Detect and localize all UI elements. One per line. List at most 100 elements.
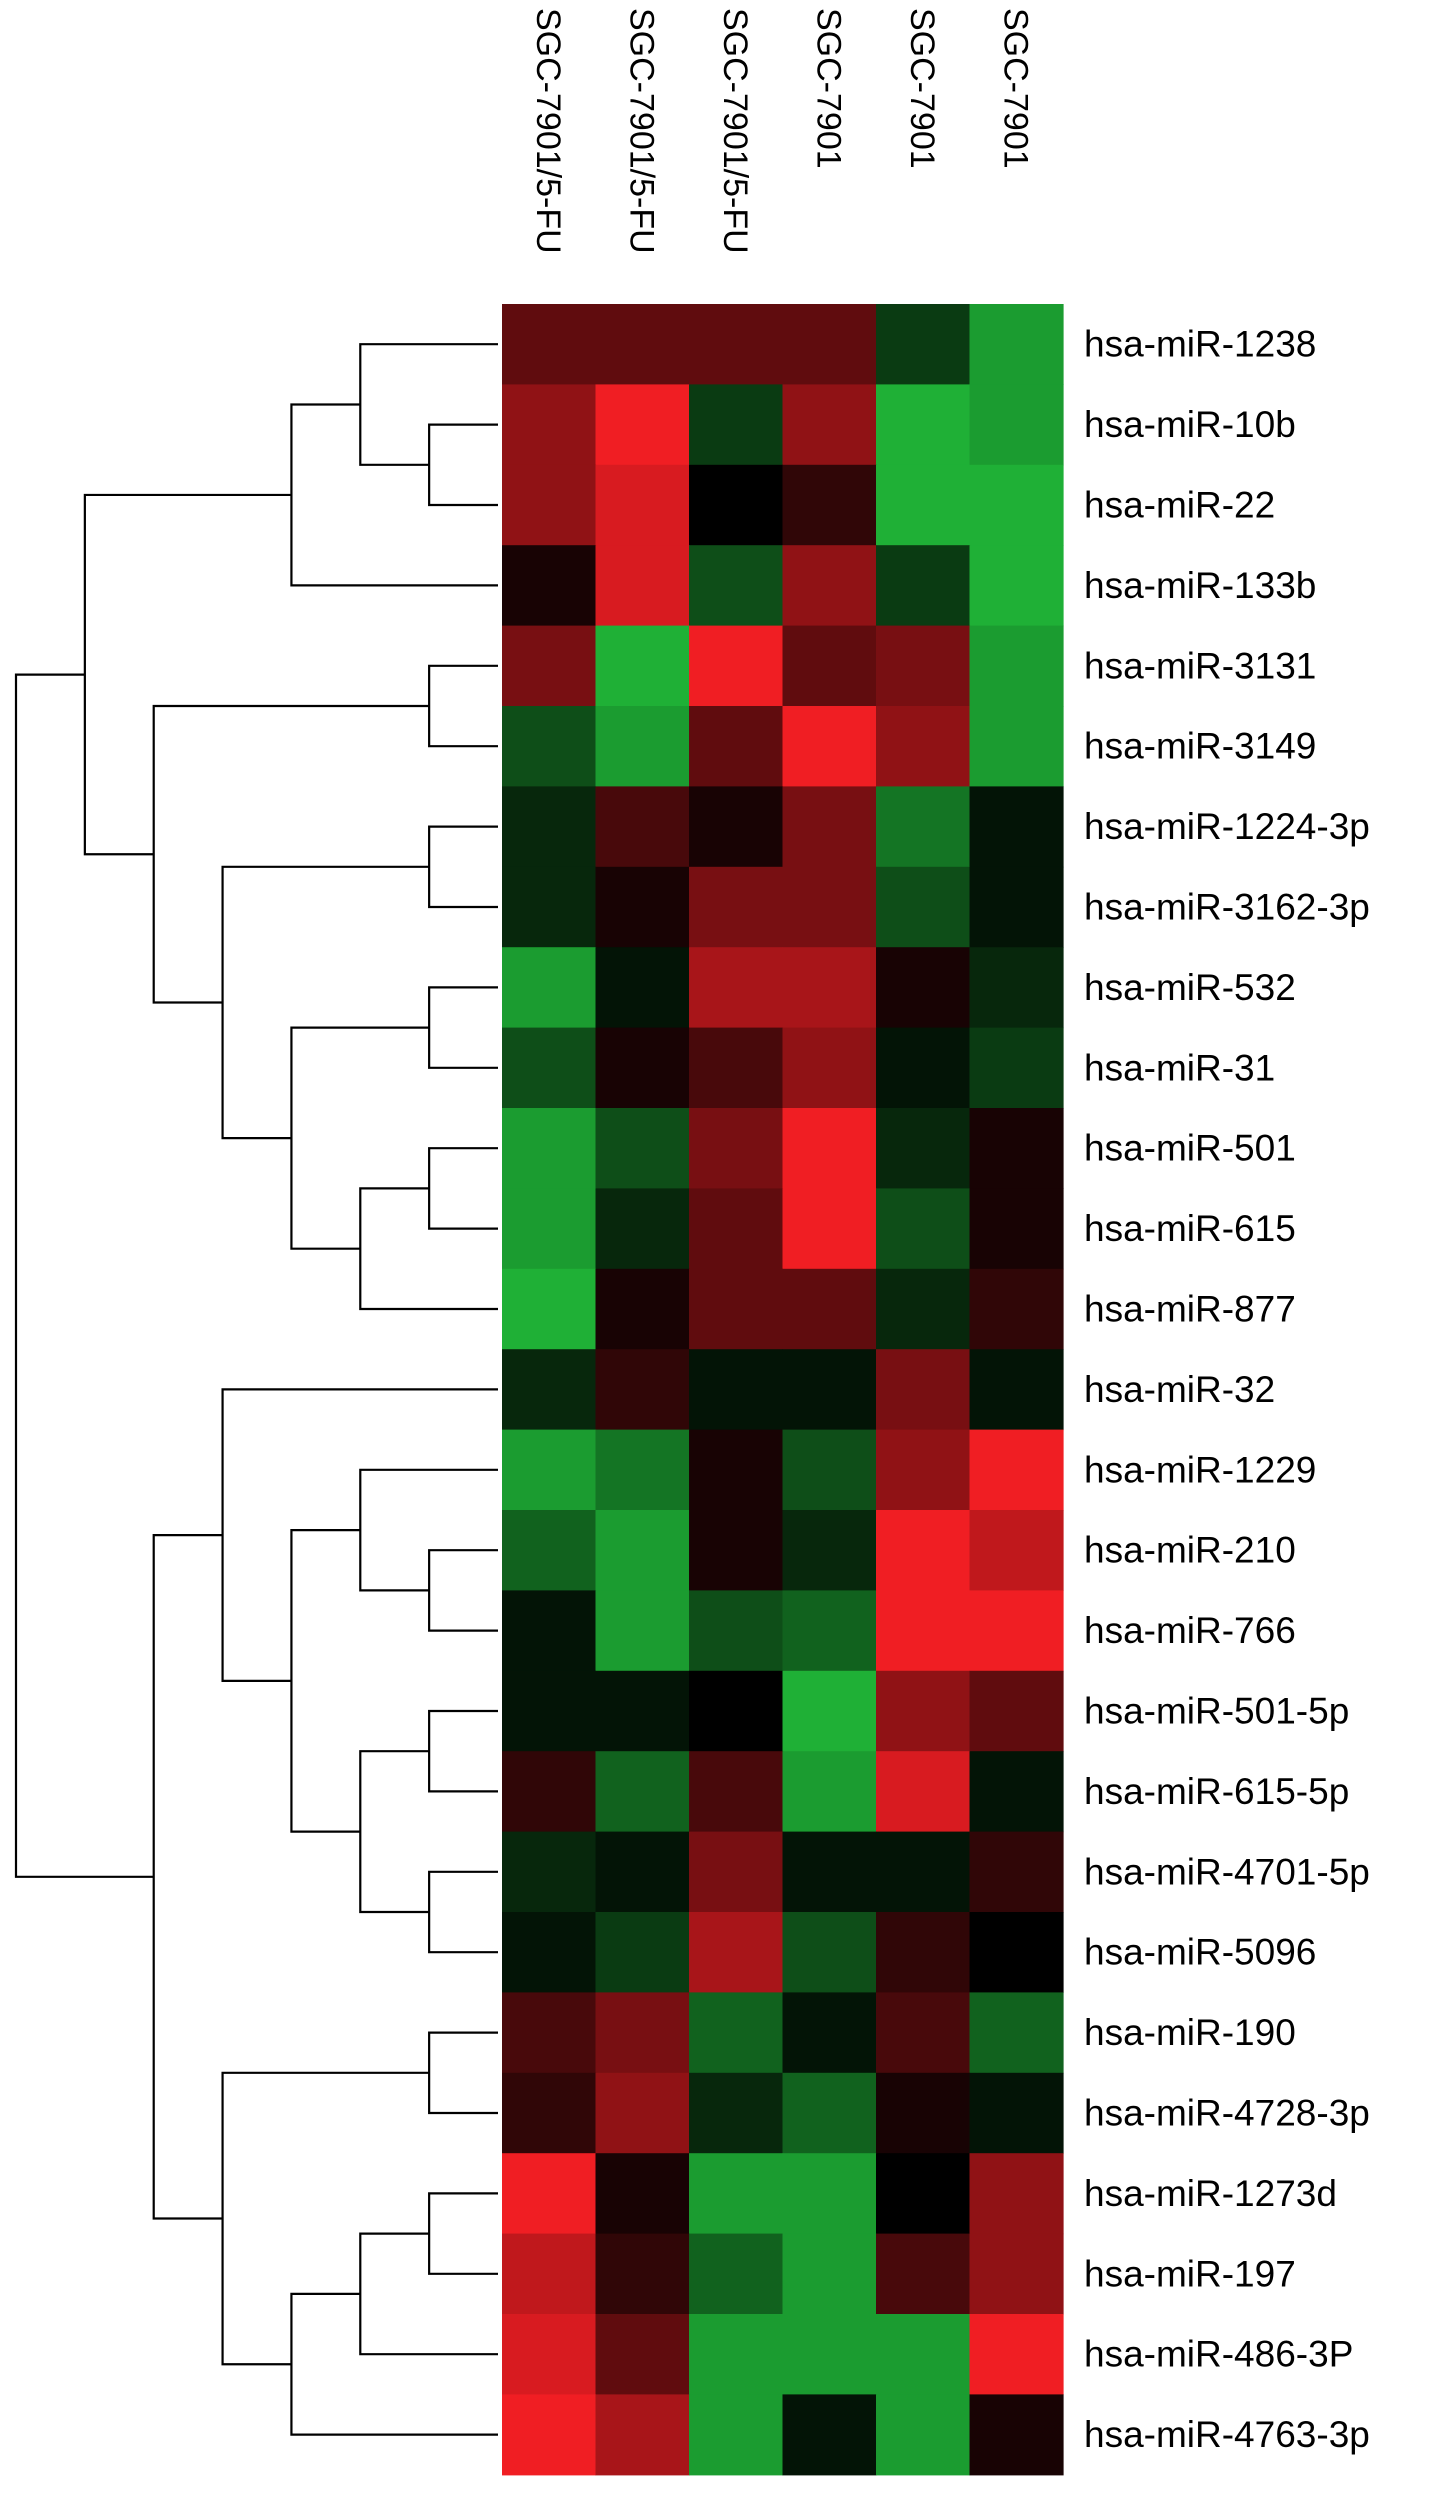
heatmap-cell	[782, 1510, 877, 1591]
column-label: SGC-7901	[903, 8, 941, 169]
heatmap-cell	[502, 545, 597, 627]
dendrogram-branch	[290, 2292, 498, 2436]
heatmap-cell	[595, 1027, 690, 1109]
row-label: hsa-miR-197	[1084, 2253, 1296, 2294]
column-label: SGC-7901/5-FU	[529, 8, 567, 254]
heatmap-cell	[782, 1027, 877, 1109]
heatmap-cell	[782, 1831, 877, 1913]
heatmap-cell	[689, 304, 784, 385]
heatmap-cell	[969, 1349, 1064, 1431]
heatmap-cell	[502, 304, 597, 385]
row-label: hsa-miR-10b	[1084, 404, 1296, 445]
heatmap-cell	[969, 1108, 1064, 1189]
heatmap-cell	[502, 1912, 597, 1993]
row-label: hsa-miR-133b	[1084, 565, 1316, 606]
heatmap-cell	[876, 1751, 971, 1833]
heatmap-cell	[595, 1429, 690, 1511]
dendrogram-branch	[221, 2071, 430, 2366]
heatmap-cell	[969, 1268, 1064, 1350]
heatmap-cell	[595, 1590, 690, 1672]
row-label: hsa-miR-32	[1084, 1369, 1275, 1410]
heatmap-cell	[595, 2153, 690, 2235]
row-label: hsa-miR-4763-3p	[1084, 2414, 1370, 2455]
heatmap-cell	[876, 1108, 971, 1189]
heatmap-cell	[689, 545, 784, 627]
heatmap-cell	[595, 2314, 690, 2395]
heatmap-cell	[595, 1670, 690, 1752]
heatmap-cell	[595, 1831, 690, 1913]
row-label: hsa-miR-31	[1084, 1047, 1275, 1088]
dendrogram-branch	[428, 1870, 498, 1954]
row-label: hsa-miR-501	[1084, 1128, 1296, 1169]
heatmap-cell	[969, 1027, 1064, 1109]
heatmap-cell	[876, 1912, 971, 1993]
heatmap-cell	[502, 2072, 597, 2154]
heatmap-cell	[689, 1268, 784, 1350]
heatmap-cell	[502, 1510, 597, 1591]
dendrogram-branch	[428, 2031, 498, 2115]
heatmap-cell	[969, 1751, 1064, 1833]
heatmap-cell	[876, 2233, 971, 2315]
heatmap-cell	[969, 1590, 1064, 1672]
heatmap-cell	[689, 464, 784, 546]
heatmap-cell	[969, 1510, 1064, 1591]
heatmap-cell	[782, 866, 877, 948]
dendrogram-branch	[428, 664, 498, 748]
heatmap-cell	[876, 947, 971, 1029]
heatmap-cell	[595, 545, 690, 627]
heatmap-cell	[782, 545, 877, 627]
row-label: hsa-miR-210	[1084, 1530, 1296, 1571]
heatmap-cell	[876, 304, 971, 385]
dendrogram-branch	[359, 1750, 430, 1914]
heatmap-cell	[689, 1188, 784, 1270]
heatmap-cell	[689, 2233, 784, 2315]
heatmap-cell	[502, 384, 597, 466]
heatmap-cell	[502, 1188, 597, 1270]
heatmap-cell	[595, 2394, 690, 2476]
heatmap-cell	[969, 1188, 1064, 1270]
heatmap-cell	[689, 2072, 784, 2154]
row-dendrogram	[14, 343, 498, 2436]
heatmap-cell	[689, 786, 784, 868]
heatmap-cell	[689, 2394, 784, 2476]
heatmap-cell	[876, 1510, 971, 1591]
heatmap-cell	[969, 1992, 1064, 2074]
heatmap-cell	[595, 1188, 690, 1270]
heatmap-cell	[595, 304, 690, 385]
heatmap-cell	[689, 384, 784, 466]
heatmap-cell	[595, 866, 690, 948]
heatmap-cell	[502, 1108, 597, 1189]
heatmap-cell	[502, 1590, 597, 1672]
column-label: SGC-7901/5-FU	[622, 8, 660, 254]
heatmap-cell	[595, 947, 690, 1029]
heatmap-cell	[969, 1831, 1064, 1913]
heatmap-cell	[876, 384, 971, 466]
heatmap-cell	[782, 1268, 877, 1350]
heatmap-cell	[502, 1751, 597, 1833]
dendrogram-branch	[428, 1147, 498, 1230]
heatmap-cell	[782, 625, 877, 707]
heatmap-cell	[689, 1831, 784, 1913]
heatmap-cell	[782, 304, 877, 385]
dendrogram-branch	[428, 2192, 498, 2275]
heatmap-cell	[969, 2072, 1064, 2154]
dendrogram-branch	[359, 343, 498, 466]
heatmap-cell	[782, 1188, 877, 1270]
heatmap-cell	[782, 786, 877, 868]
row-label: hsa-miR-1238	[1084, 324, 1316, 365]
heatmap-cell	[595, 706, 690, 787]
heatmap-cell	[502, 1027, 597, 1109]
heatmap-cell	[969, 625, 1064, 707]
heatmap-cell	[876, 786, 971, 868]
heatmap-cell	[502, 464, 597, 546]
row-label: hsa-miR-532	[1084, 967, 1296, 1008]
dendrogram-branch	[359, 2232, 498, 2356]
heatmap-cell	[689, 1429, 784, 1511]
heatmap-cell	[969, 2153, 1064, 2235]
row-label: hsa-miR-3162-3p	[1084, 887, 1370, 928]
heatmap-cell	[595, 1268, 690, 1350]
heatmap-cell	[689, 947, 784, 1029]
heatmap-cell	[782, 2233, 877, 2315]
heatmap-cell	[689, 1590, 784, 1672]
